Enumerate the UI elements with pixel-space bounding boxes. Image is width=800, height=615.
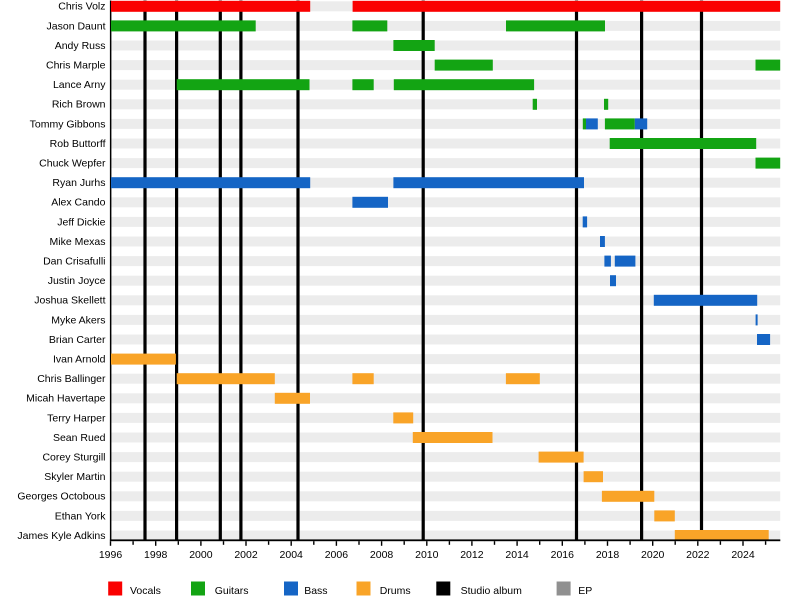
svg-text:Andy Russ: Andy Russ (55, 40, 106, 52)
svg-text:Lance Arny: Lance Arny (53, 79, 106, 91)
svg-text:Vocals: Vocals (130, 585, 161, 597)
svg-text:Chuck Wepfer: Chuck Wepfer (39, 158, 106, 170)
svg-text:2024: 2024 (731, 549, 755, 561)
svg-text:2004: 2004 (280, 549, 304, 561)
svg-text:Tommy Gibbons: Tommy Gibbons (30, 118, 106, 130)
svg-text:2016: 2016 (551, 549, 575, 561)
svg-text:Sean Rued: Sean Rued (53, 432, 106, 444)
svg-text:Terry Harper: Terry Harper (47, 412, 106, 424)
svg-text:Rob Buttorff: Rob Buttorff (50, 138, 106, 150)
svg-text:Dan Crisafulli: Dan Crisafulli (43, 256, 105, 268)
svg-text:Guitars: Guitars (215, 585, 249, 597)
svg-text:2014: 2014 (505, 549, 529, 561)
svg-text:Corey Sturgill: Corey Sturgill (42, 452, 105, 464)
svg-text:EP: EP (578, 585, 592, 597)
svg-text:Rich Brown: Rich Brown (52, 99, 106, 111)
svg-text:2006: 2006 (325, 549, 349, 561)
svg-text:2022: 2022 (686, 549, 710, 561)
svg-text:Skyler Martin: Skyler Martin (44, 471, 105, 483)
svg-text:Chris Volz: Chris Volz (58, 1, 105, 13)
svg-text:Brian Carter: Brian Carter (49, 334, 106, 346)
svg-text:Alex Cando: Alex Cando (51, 197, 105, 209)
svg-text:Studio album: Studio album (461, 585, 523, 597)
svg-text:Ryan Jurhs: Ryan Jurhs (52, 177, 105, 189)
svg-text:Jeff Dickie: Jeff Dickie (57, 216, 105, 228)
svg-text:2020: 2020 (641, 549, 665, 561)
svg-text:1996: 1996 (99, 549, 123, 561)
svg-text:Myke Akers: Myke Akers (51, 314, 105, 326)
svg-text:Georges Octobous: Georges Octobous (17, 491, 105, 503)
svg-text:Ethan York: Ethan York (55, 510, 107, 522)
svg-text:2008: 2008 (370, 549, 394, 561)
svg-text:Chris Ballinger: Chris Ballinger (37, 373, 106, 385)
svg-text:Micah Havertape: Micah Havertape (26, 393, 106, 405)
svg-text:1998: 1998 (144, 549, 168, 561)
svg-text:Bass: Bass (304, 585, 327, 597)
svg-text:Justin Joyce: Justin Joyce (48, 275, 106, 287)
svg-text:Chris Marple: Chris Marple (46, 60, 106, 72)
svg-text:2002: 2002 (234, 549, 258, 561)
svg-text:Drums: Drums (380, 585, 411, 597)
svg-text:Mike Mexas: Mike Mexas (49, 236, 105, 248)
svg-text:Jason Daunt: Jason Daunt (47, 20, 106, 32)
svg-text:2012: 2012 (460, 549, 484, 561)
svg-text:Joshua Skellett: Joshua Skellett (34, 295, 105, 307)
svg-text:Ivan Arnold: Ivan Arnold (53, 354, 106, 366)
svg-text:James Kyle Adkins: James Kyle Adkins (17, 530, 105, 542)
svg-text:2010: 2010 (415, 549, 439, 561)
svg-text:2018: 2018 (596, 549, 620, 561)
svg-text:2000: 2000 (189, 549, 213, 561)
